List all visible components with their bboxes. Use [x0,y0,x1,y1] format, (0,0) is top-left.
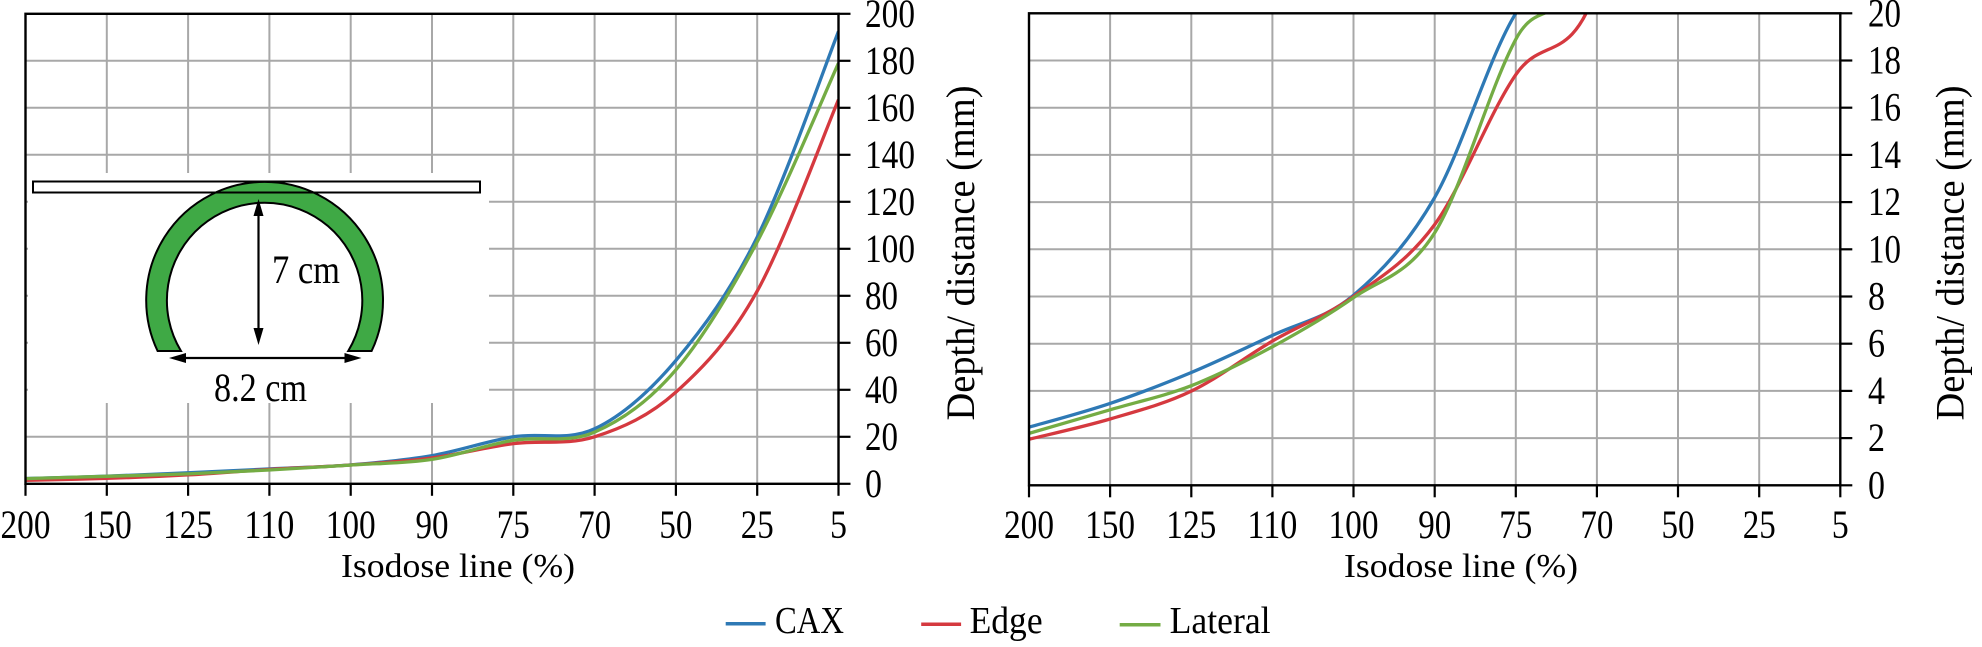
svg-text:Isodose line (%): Isodose line (%) [1344,548,1578,585]
svg-text:18: 18 [1868,38,1901,83]
svg-text:4: 4 [1868,368,1885,413]
svg-text:160: 160 [865,85,915,130]
svg-text:120: 120 [865,179,915,224]
svg-text:200: 200 [865,0,915,36]
svg-text:80: 80 [865,273,898,318]
svg-text:125: 125 [1166,502,1216,547]
svg-text:40: 40 [865,367,898,412]
svg-text:2: 2 [1868,415,1885,460]
svg-text:14: 14 [1868,132,1901,177]
svg-text:8: 8 [1868,274,1885,319]
svg-text:90: 90 [416,502,449,547]
svg-text:70: 70 [578,502,611,547]
svg-text:0: 0 [865,461,882,506]
svg-text:70: 70 [1580,502,1613,547]
svg-text:100: 100 [1329,502,1379,547]
svg-text:12: 12 [1868,179,1901,224]
svg-text:200: 200 [1004,502,1054,547]
svg-text:8.2 cm: 8.2 cm [214,365,307,410]
svg-text:75: 75 [497,502,530,547]
svg-text:Depth/ distance (mm): Depth/ distance (mm) [938,86,983,421]
svg-text:25: 25 [741,502,774,547]
svg-text:150: 150 [1085,502,1135,547]
svg-text:75: 75 [1499,502,1532,547]
svg-text:200: 200 [1,502,51,547]
svg-text:CAX: CAX [775,600,844,642]
svg-text:20: 20 [865,414,898,459]
svg-text:5: 5 [830,502,847,547]
svg-text:7 cm: 7 cm [272,247,340,292]
svg-text:16: 16 [1868,85,1901,130]
svg-text:50: 50 [1662,502,1695,547]
svg-text:50: 50 [659,502,692,547]
svg-text:Lateral: Lateral [1170,600,1271,642]
svg-text:100: 100 [326,502,376,547]
svg-text:125: 125 [163,502,213,547]
svg-text:60: 60 [865,320,898,365]
svg-text:150: 150 [82,502,132,547]
svg-text:5: 5 [1832,502,1849,547]
svg-text:25: 25 [1743,502,1776,547]
svg-text:6: 6 [1868,321,1885,366]
svg-text:110: 110 [1247,502,1297,547]
svg-text:110: 110 [244,502,294,547]
svg-text:140: 140 [865,132,915,177]
svg-text:100: 100 [865,226,915,271]
svg-text:Edge: Edge [970,600,1043,642]
svg-text:180: 180 [865,38,915,83]
svg-text:10: 10 [1868,226,1901,271]
svg-text:0: 0 [1868,462,1885,507]
svg-text:Depth/ distance (mm): Depth/ distance (mm) [1928,86,1973,421]
svg-text:90: 90 [1418,502,1451,547]
svg-text:20: 20 [1868,0,1901,35]
svg-text:Isodose line (%): Isodose line (%) [341,548,575,585]
